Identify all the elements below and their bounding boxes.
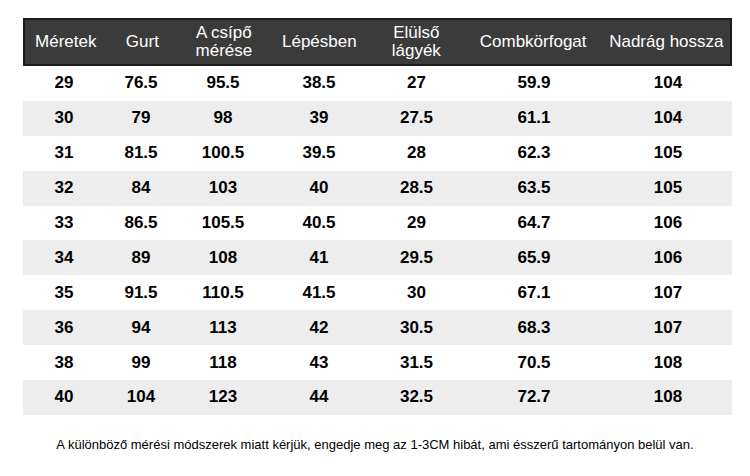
table-cell: 43 bbox=[269, 353, 369, 373]
table-cell: 39 bbox=[269, 108, 369, 128]
table-cell: 27.5 bbox=[369, 108, 464, 128]
table-cell: 81.5 bbox=[105, 143, 177, 163]
table-cell: 84 bbox=[105, 178, 177, 198]
table-cell: 40 bbox=[269, 178, 369, 198]
table-cell: 38.5 bbox=[269, 73, 369, 93]
table-cell: 29.5 bbox=[369, 248, 464, 268]
header-cell: Méretek bbox=[25, 20, 107, 64]
header-cell: Nadrág hossza bbox=[603, 20, 730, 64]
table-cell: 32 bbox=[23, 178, 105, 198]
table-cell: 42 bbox=[269, 318, 369, 338]
table-row: 32841034028.563.5105 bbox=[23, 171, 732, 206]
table-cell: 105 bbox=[604, 143, 732, 163]
table-cell: 98 bbox=[177, 108, 269, 128]
table-cell: 33 bbox=[23, 213, 105, 233]
table-cell: 105 bbox=[604, 178, 732, 198]
table-cell: 108 bbox=[604, 353, 732, 373]
table-cell: 30.5 bbox=[369, 318, 464, 338]
table-cell: 64.7 bbox=[464, 213, 604, 233]
table-cell: 72.7 bbox=[464, 387, 604, 407]
table-row: 3386.5105.540.52964.7106 bbox=[23, 206, 732, 241]
table-cell: 32.5 bbox=[369, 387, 464, 407]
table-row: 36941134230.568.3107 bbox=[23, 310, 732, 345]
table-cell: 28.5 bbox=[369, 178, 464, 198]
size-chart: MéretekGurtA csípő méréseLépésbenElülső … bbox=[0, 0, 732, 452]
table-header-row: MéretekGurtA csípő méréseLépésbenElülső … bbox=[23, 18, 732, 66]
header-cell: Gurt bbox=[107, 20, 179, 64]
size-table: MéretekGurtA csípő méréseLépésbenElülső … bbox=[23, 18, 732, 415]
table-cell: 91.5 bbox=[105, 283, 177, 303]
table-row: 3181.5100.539.52862.3105 bbox=[23, 136, 732, 171]
table-cell: 31 bbox=[23, 143, 105, 163]
table-cell: 38 bbox=[23, 353, 105, 373]
table-cell: 41 bbox=[269, 248, 369, 268]
table-cell: 113 bbox=[177, 318, 269, 338]
table-cell: 28 bbox=[369, 143, 464, 163]
header-cell: Elülső lágyék bbox=[369, 20, 463, 64]
table-cell: 106 bbox=[604, 213, 732, 233]
table-cell: 105.5 bbox=[177, 213, 269, 233]
table-cell: 118 bbox=[177, 353, 269, 373]
table-cell: 61.1 bbox=[464, 108, 604, 128]
measurement-tolerance-note: A különböző mérési módszerek miatt kérjü… bbox=[0, 437, 750, 452]
table-cell: 65.9 bbox=[464, 248, 604, 268]
table-row: 3591.5110.541.53067.1107 bbox=[23, 275, 732, 310]
table-cell: 104 bbox=[105, 387, 177, 407]
header-cell: Lépésben bbox=[270, 20, 369, 64]
table-cell: 30 bbox=[23, 108, 105, 128]
table-row: 2976.595.538.52759.9104 bbox=[23, 66, 732, 101]
table-cell: 123 bbox=[177, 387, 269, 407]
table-cell: 59.9 bbox=[464, 73, 604, 93]
table-cell: 104 bbox=[604, 108, 732, 128]
table-cell: 30 bbox=[369, 283, 464, 303]
table-cell: 108 bbox=[177, 248, 269, 268]
table-cell: 86.5 bbox=[105, 213, 177, 233]
table-body: 2976.595.538.52759.91043079983927.561.11… bbox=[23, 66, 732, 415]
table-cell: 99 bbox=[105, 353, 177, 373]
table-cell: 29 bbox=[23, 73, 105, 93]
table-cell: 34 bbox=[23, 248, 105, 268]
table-cell: 31.5 bbox=[369, 353, 464, 373]
table-cell: 63.5 bbox=[464, 178, 604, 198]
table-cell: 39.5 bbox=[269, 143, 369, 163]
table-cell: 62.3 bbox=[464, 143, 604, 163]
table-cell: 95.5 bbox=[177, 73, 269, 93]
table-row: 401041234432.572.7108 bbox=[23, 380, 732, 415]
table-cell: 100.5 bbox=[177, 143, 269, 163]
table-cell: 44 bbox=[269, 387, 369, 407]
table-cell: 107 bbox=[604, 283, 732, 303]
table-cell: 70.5 bbox=[464, 353, 604, 373]
table-cell: 103 bbox=[177, 178, 269, 198]
table-row: 38991184331.570.5108 bbox=[23, 345, 732, 380]
header-cell: Combkörfogat bbox=[464, 20, 603, 64]
table-row: 3079983927.561.1104 bbox=[23, 101, 732, 136]
table-cell: 108 bbox=[604, 387, 732, 407]
table-cell: 76.5 bbox=[105, 73, 177, 93]
table-cell: 29 bbox=[369, 213, 464, 233]
table-cell: 40.5 bbox=[269, 213, 369, 233]
table-cell: 67.1 bbox=[464, 283, 604, 303]
table-cell: 110.5 bbox=[177, 283, 269, 303]
table-cell: 40 bbox=[23, 387, 105, 407]
table-cell: 35 bbox=[23, 283, 105, 303]
table-cell: 27 bbox=[369, 73, 464, 93]
table-cell: 36 bbox=[23, 318, 105, 338]
header-cell: A csípő mérése bbox=[178, 20, 269, 64]
table-cell: 68.3 bbox=[464, 318, 604, 338]
table-cell: 79 bbox=[105, 108, 177, 128]
table-cell: 104 bbox=[604, 73, 732, 93]
table-cell: 106 bbox=[604, 248, 732, 268]
table-row: 34891084129.565.9106 bbox=[23, 240, 732, 275]
table-cell: 41.5 bbox=[269, 283, 369, 303]
table-cell: 94 bbox=[105, 318, 177, 338]
table-cell: 89 bbox=[105, 248, 177, 268]
table-cell: 107 bbox=[604, 318, 732, 338]
